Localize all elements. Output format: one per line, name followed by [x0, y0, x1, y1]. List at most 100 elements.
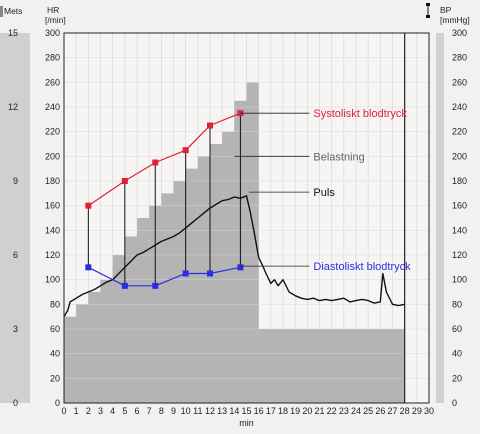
systolic-point: [85, 202, 92, 209]
bp-legend-glyph-bottom: [426, 15, 430, 18]
hr-tick-label: 260: [45, 77, 60, 87]
bp-tick-label: 240: [452, 102, 467, 112]
load-bar: [76, 304, 89, 403]
hr-tick-label: 100: [45, 275, 60, 285]
x-tick-label: 30: [424, 406, 434, 416]
bp-tick-label: 0: [452, 398, 457, 408]
load-bar: [258, 329, 405, 403]
bp-tick-label: 100: [452, 275, 467, 285]
bp-tick-label: 280: [452, 53, 467, 63]
x-tick-label: 28: [400, 406, 410, 416]
hr-tick-label: 180: [45, 176, 60, 186]
load-bar: [112, 255, 125, 403]
x-tick-label: 3: [98, 406, 103, 416]
systolic-line: [87, 112, 241, 207]
hr-tick-label: 280: [45, 53, 60, 63]
annotation-label: Systoliskt blodtryck: [313, 108, 407, 120]
x-tick-label: 18: [278, 406, 288, 416]
annotation-label: Belastning: [313, 151, 364, 163]
bp-axis-label: BP: [440, 5, 452, 15]
bp-tick-label: 140: [452, 225, 467, 235]
systolic-point: [182, 147, 189, 154]
hr-tick-label: 20: [50, 373, 60, 383]
diastolic-point: [85, 264, 92, 271]
load-bar: [197, 156, 210, 403]
load-bar: [185, 168, 198, 403]
bp-tick-label: 160: [452, 201, 467, 211]
x-tick-label: 29: [412, 406, 422, 416]
mets-axis-label: Mets: [4, 6, 22, 16]
bp-tick-label: 120: [452, 250, 467, 260]
load-bar: [161, 193, 174, 403]
x-tick-label: 24: [351, 406, 361, 416]
mets-legend-swatch: [0, 6, 3, 17]
diastolic-point: [237, 264, 244, 271]
diastolic-point: [152, 282, 159, 289]
load-bar: [210, 144, 223, 403]
annotation-label: Puls: [313, 187, 335, 199]
diastolic-point: [182, 270, 189, 277]
x-tick-label: 11: [193, 406, 202, 416]
hr-axis-label: HR: [47, 5, 59, 15]
mets-tick-label: 6: [13, 250, 18, 260]
x-tick-label: 4: [110, 406, 115, 416]
bp-tick-label: 80: [452, 299, 462, 309]
x-tick-label: 10: [181, 406, 191, 416]
x-tick-label: 17: [266, 406, 276, 416]
x-tick-label: 7: [147, 406, 152, 416]
hr-tick-label: 220: [45, 127, 60, 137]
bp-axis-unit: [mmHg]: [440, 15, 470, 25]
bp-tick-label: 200: [452, 151, 467, 161]
bp-tick-label: 40: [452, 349, 462, 359]
hr-tick-label: 40: [50, 349, 60, 359]
x-tick-label: 23: [339, 406, 349, 416]
systolic-point: [152, 159, 159, 166]
bp-tick-label: 60: [452, 324, 462, 334]
systolic-point: [207, 122, 213, 129]
bp-tick-label: 20: [452, 373, 462, 383]
pulse-line: [63, 195, 405, 318]
load-bar: [124, 236, 137, 403]
mets-tick-label: 0: [13, 398, 18, 408]
hr-tick-label: 140: [45, 225, 60, 235]
series-markers: [85, 110, 244, 289]
hr-tick-label: 60: [50, 324, 60, 334]
load-bar: [64, 316, 77, 403]
hr-tick-label: 300: [45, 28, 60, 38]
hr-tick-label: 120: [45, 250, 60, 260]
x-tick-label: 12: [205, 406, 215, 416]
load-bar: [173, 181, 186, 403]
annotation-label: Diastoliskt blodtryck: [313, 261, 411, 273]
diastolic-point: [121, 282, 128, 289]
bp-tick-label: 300: [452, 28, 467, 38]
load-bar: [88, 292, 101, 403]
x-tick-label: 9: [171, 406, 176, 416]
hr-axis-unit: [/min]: [45, 15, 66, 25]
diastolic-line: [88, 266, 241, 287]
x-tick-label: 14: [229, 406, 239, 416]
x-tick-label: 27: [387, 406, 397, 416]
x-tick-label: 20: [302, 406, 312, 416]
x-axis-label: min: [239, 418, 254, 428]
mets-tick-label: 15: [8, 28, 18, 38]
hr-tick-label: 200: [45, 151, 60, 161]
x-tick-label: 26: [375, 406, 385, 416]
diastolic-point: [207, 270, 213, 277]
hr-tick-label: 160: [45, 201, 60, 211]
systolic-point: [121, 178, 128, 184]
mets-tick-label: 9: [13, 176, 18, 186]
mets-tick-label: 12: [8, 102, 18, 112]
mets-strip: [0, 33, 30, 403]
load-bar: [246, 82, 259, 403]
x-tick-label: 0: [61, 406, 66, 416]
x-tick-label: 25: [363, 406, 373, 416]
x-tick-label: 19: [290, 406, 300, 416]
axes: [0, 3, 430, 404]
hr-tick-label: 80: [50, 299, 60, 309]
x-tick-label: 5: [122, 406, 127, 416]
mets-tick-label: 3: [13, 324, 18, 334]
x-tick-label: 1: [74, 406, 79, 416]
load-bar: [137, 218, 150, 403]
